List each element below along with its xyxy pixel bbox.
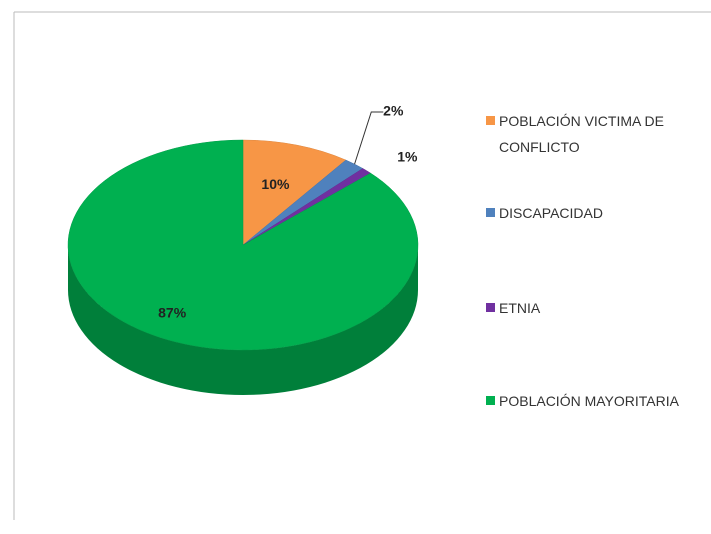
data-label: 87% [158, 305, 187, 321]
data-label: 2% [383, 103, 404, 119]
legend-item: POBLACIÓN MAYORITARIA [486, 388, 701, 414]
legend-swatch [486, 303, 495, 312]
legend-swatch [486, 208, 495, 217]
data-label: 10% [261, 176, 290, 192]
legend-label: ETNIA [499, 300, 541, 316]
legend-label: DISCAPACIDAD [499, 205, 603, 221]
slice [67, 139, 419, 351]
legend-item: POBLACIÓN VICTIMA DE CONFLICTO [486, 108, 701, 160]
legend-label: POBLACIÓN VICTIMA DE CONFLICTO [499, 113, 664, 155]
legend-item: ETNIA [486, 295, 701, 321]
legend-item: DISCAPACIDAD [486, 200, 701, 226]
leader-line [354, 111, 384, 165]
data-label: 1% [397, 148, 418, 164]
slice-side [68, 245, 418, 395]
legend-swatch [486, 396, 495, 405]
legend-swatch [486, 116, 495, 125]
legend-label: POBLACIÓN MAYORITARIA [499, 393, 679, 409]
slice [242, 139, 347, 246]
